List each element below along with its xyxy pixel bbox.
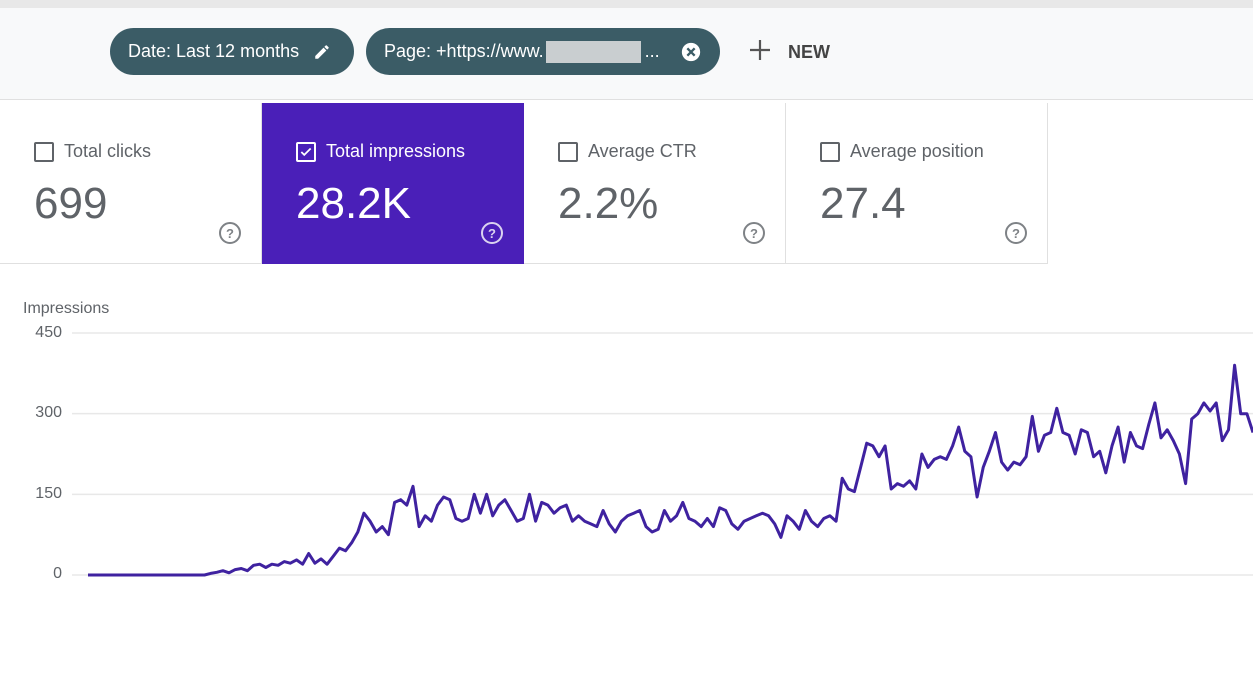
plus-icon — [748, 38, 772, 67]
help-icon[interactable]: ? — [743, 222, 765, 244]
check-icon — [300, 147, 312, 156]
help-icon[interactable]: ? — [219, 222, 241, 244]
metric-label: Average CTR — [558, 141, 697, 162]
y-axis-title: Impressions — [23, 300, 110, 317]
page-filter-label: Page: +https://www. — [384, 41, 544, 61]
page-filter-chip[interactable]: Page: +https://www.... — [366, 28, 720, 75]
page-filter-ellipsis: ... — [644, 41, 660, 61]
series-line-impressions — [88, 363, 1253, 577]
date-filter-label: Date: Last 12 months — [128, 41, 300, 61]
help-icon[interactable]: ? — [1005, 222, 1027, 244]
close-icon[interactable] — [680, 41, 702, 63]
impressions-chart — [72, 332, 1253, 577]
checkbox[interactable] — [296, 141, 316, 162]
checkbox[interactable] — [558, 141, 578, 162]
filter-bar: Date: Last 12 months Page: +https://www.… — [0, 8, 1253, 100]
y-tick-label: 150 — [35, 485, 62, 502]
metric-name: Total clicks — [64, 141, 152, 161]
y-tick-label: 300 — [35, 404, 62, 421]
metric-name: Total impressions — [326, 141, 466, 161]
checkbox[interactable] — [820, 141, 840, 162]
top-divider — [0, 0, 1253, 8]
redacted-url — [545, 40, 641, 63]
metric-value: 27.4 — [820, 179, 906, 228]
checkbox[interactable] — [34, 141, 54, 162]
metric-card-total-clicks[interactable]: Total clicks 699? — [0, 103, 262, 264]
new-filter-button[interactable]: NEW — [748, 38, 830, 67]
metric-name: Average CTR — [588, 141, 697, 161]
pencil-icon[interactable] — [313, 43, 331, 61]
metric-name: Average position — [850, 141, 984, 161]
metric-value: 28.2K — [296, 179, 411, 228]
y-tick-label: 0 — [53, 565, 62, 582]
metric-card-average-ctr[interactable]: Average CTR 2.2%? — [524, 103, 786, 264]
metric-label: Total clicks — [34, 141, 151, 162]
metric-card-average-position[interactable]: Average position 27.4? — [786, 103, 1048, 264]
metric-label: Total impressions — [296, 141, 465, 162]
metric-value: 699 — [34, 179, 108, 228]
y-tick-label: 450 — [35, 324, 62, 341]
metric-card-total-impressions[interactable]: Total impressions 28.2K? — [262, 103, 524, 264]
metric-value: 2.2% — [558, 179, 659, 228]
help-icon[interactable]: ? — [481, 222, 503, 244]
new-label: NEW — [788, 42, 830, 62]
metric-label: Average position — [820, 141, 984, 162]
date-filter-chip[interactable]: Date: Last 12 months — [110, 28, 354, 75]
